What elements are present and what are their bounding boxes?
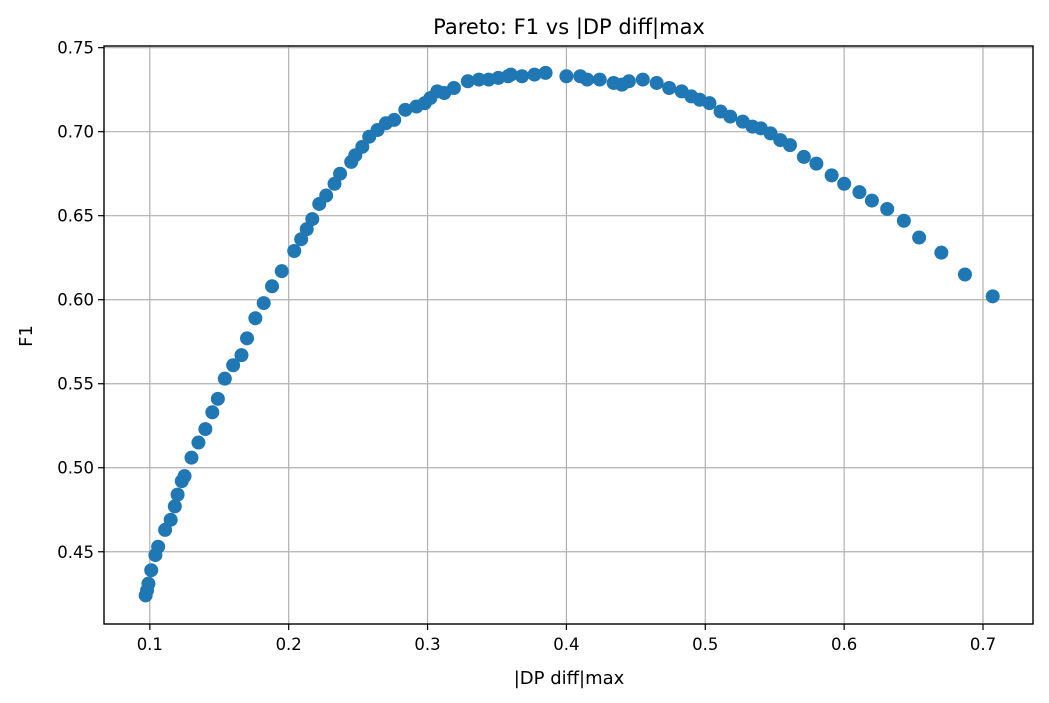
data-point: [446, 81, 461, 96]
data-point: [662, 81, 677, 96]
data-point: [205, 405, 220, 420]
data-point: [240, 331, 255, 346]
y-tick-label: 0.75: [57, 39, 94, 58]
data-point: [796, 149, 811, 164]
data-point: [912, 230, 927, 245]
data-point: [723, 109, 738, 124]
data-point: [763, 126, 778, 141]
data-point: [248, 311, 263, 326]
data-point: [151, 539, 166, 554]
data-point: [144, 563, 159, 578]
data-point: [170, 487, 185, 502]
data-point: [635, 72, 650, 87]
data-point: [387, 112, 402, 127]
data-point: [333, 166, 348, 181]
data-point: [621, 74, 636, 89]
data-point: [559, 69, 574, 84]
x-tick-label: 0.6: [831, 635, 857, 654]
data-point: [398, 102, 413, 117]
data-point: [782, 138, 797, 153]
data-point: [217, 371, 232, 386]
data-point: [305, 212, 320, 227]
data-point: [538, 65, 553, 80]
data-point: [809, 156, 824, 171]
data-point: [527, 67, 542, 82]
x-tick-label: 0.4: [553, 635, 579, 654]
y-axis-label: F1: [16, 325, 37, 347]
data-point: [287, 243, 302, 258]
data-point: [265, 279, 280, 294]
x-tick-label: 0.2: [276, 635, 302, 654]
data-point: [167, 499, 182, 514]
data-point: [234, 348, 249, 363]
data-point: [163, 512, 178, 527]
data-point: [198, 422, 213, 437]
data-point: [471, 72, 486, 87]
data-point: [355, 139, 370, 154]
data-point: [503, 67, 518, 82]
data-point: [460, 74, 475, 89]
chart-title: Pareto: F1 vs |DP diff|max: [433, 15, 705, 40]
plot-area-frame: [103, 45, 1034, 625]
x-axis-label: |DP diff|max: [514, 668, 625, 689]
data-point: [837, 176, 852, 191]
data-point: [514, 69, 529, 84]
x-tick-label: 0.3: [414, 635, 440, 654]
data-point: [274, 264, 289, 279]
x-tick-label: 0.5: [692, 635, 718, 654]
data-point: [864, 193, 879, 208]
y-tick-label: 0.45: [57, 543, 94, 562]
axis-ticks: 0.1 0.2 0.3 0.4 0.5 0.6 0.7 0.45 0.50 0.55 0.60 0.6…: [57, 39, 996, 654]
y-tick-label: 0.70: [57, 123, 94, 142]
data-point: [191, 435, 206, 450]
data-point: [226, 358, 241, 373]
x-tick-label: 0.1: [137, 635, 163, 654]
y-tick-label: 0.50: [57, 459, 94, 478]
data-point: [896, 213, 911, 228]
data-point: [852, 185, 867, 200]
data-point: [177, 469, 192, 484]
data-points: [138, 65, 1000, 603]
data-point: [649, 75, 664, 90]
data-point: [985, 289, 1000, 304]
data-point: [580, 72, 595, 87]
y-tick-label: 0.55: [57, 375, 94, 394]
data-point: [592, 72, 607, 87]
data-point: [702, 96, 717, 111]
x-tick-label: 0.7: [970, 635, 996, 654]
data-point: [184, 450, 199, 465]
y-tick-label: 0.60: [57, 291, 94, 310]
data-point: [957, 267, 972, 282]
y-tick-label: 0.65: [57, 207, 94, 226]
data-point: [256, 296, 271, 311]
data-point: [319, 188, 334, 203]
data-point: [934, 245, 949, 260]
data-point: [141, 576, 156, 591]
data-point: [210, 391, 225, 406]
data-point: [880, 201, 895, 216]
data-point: [824, 168, 839, 183]
